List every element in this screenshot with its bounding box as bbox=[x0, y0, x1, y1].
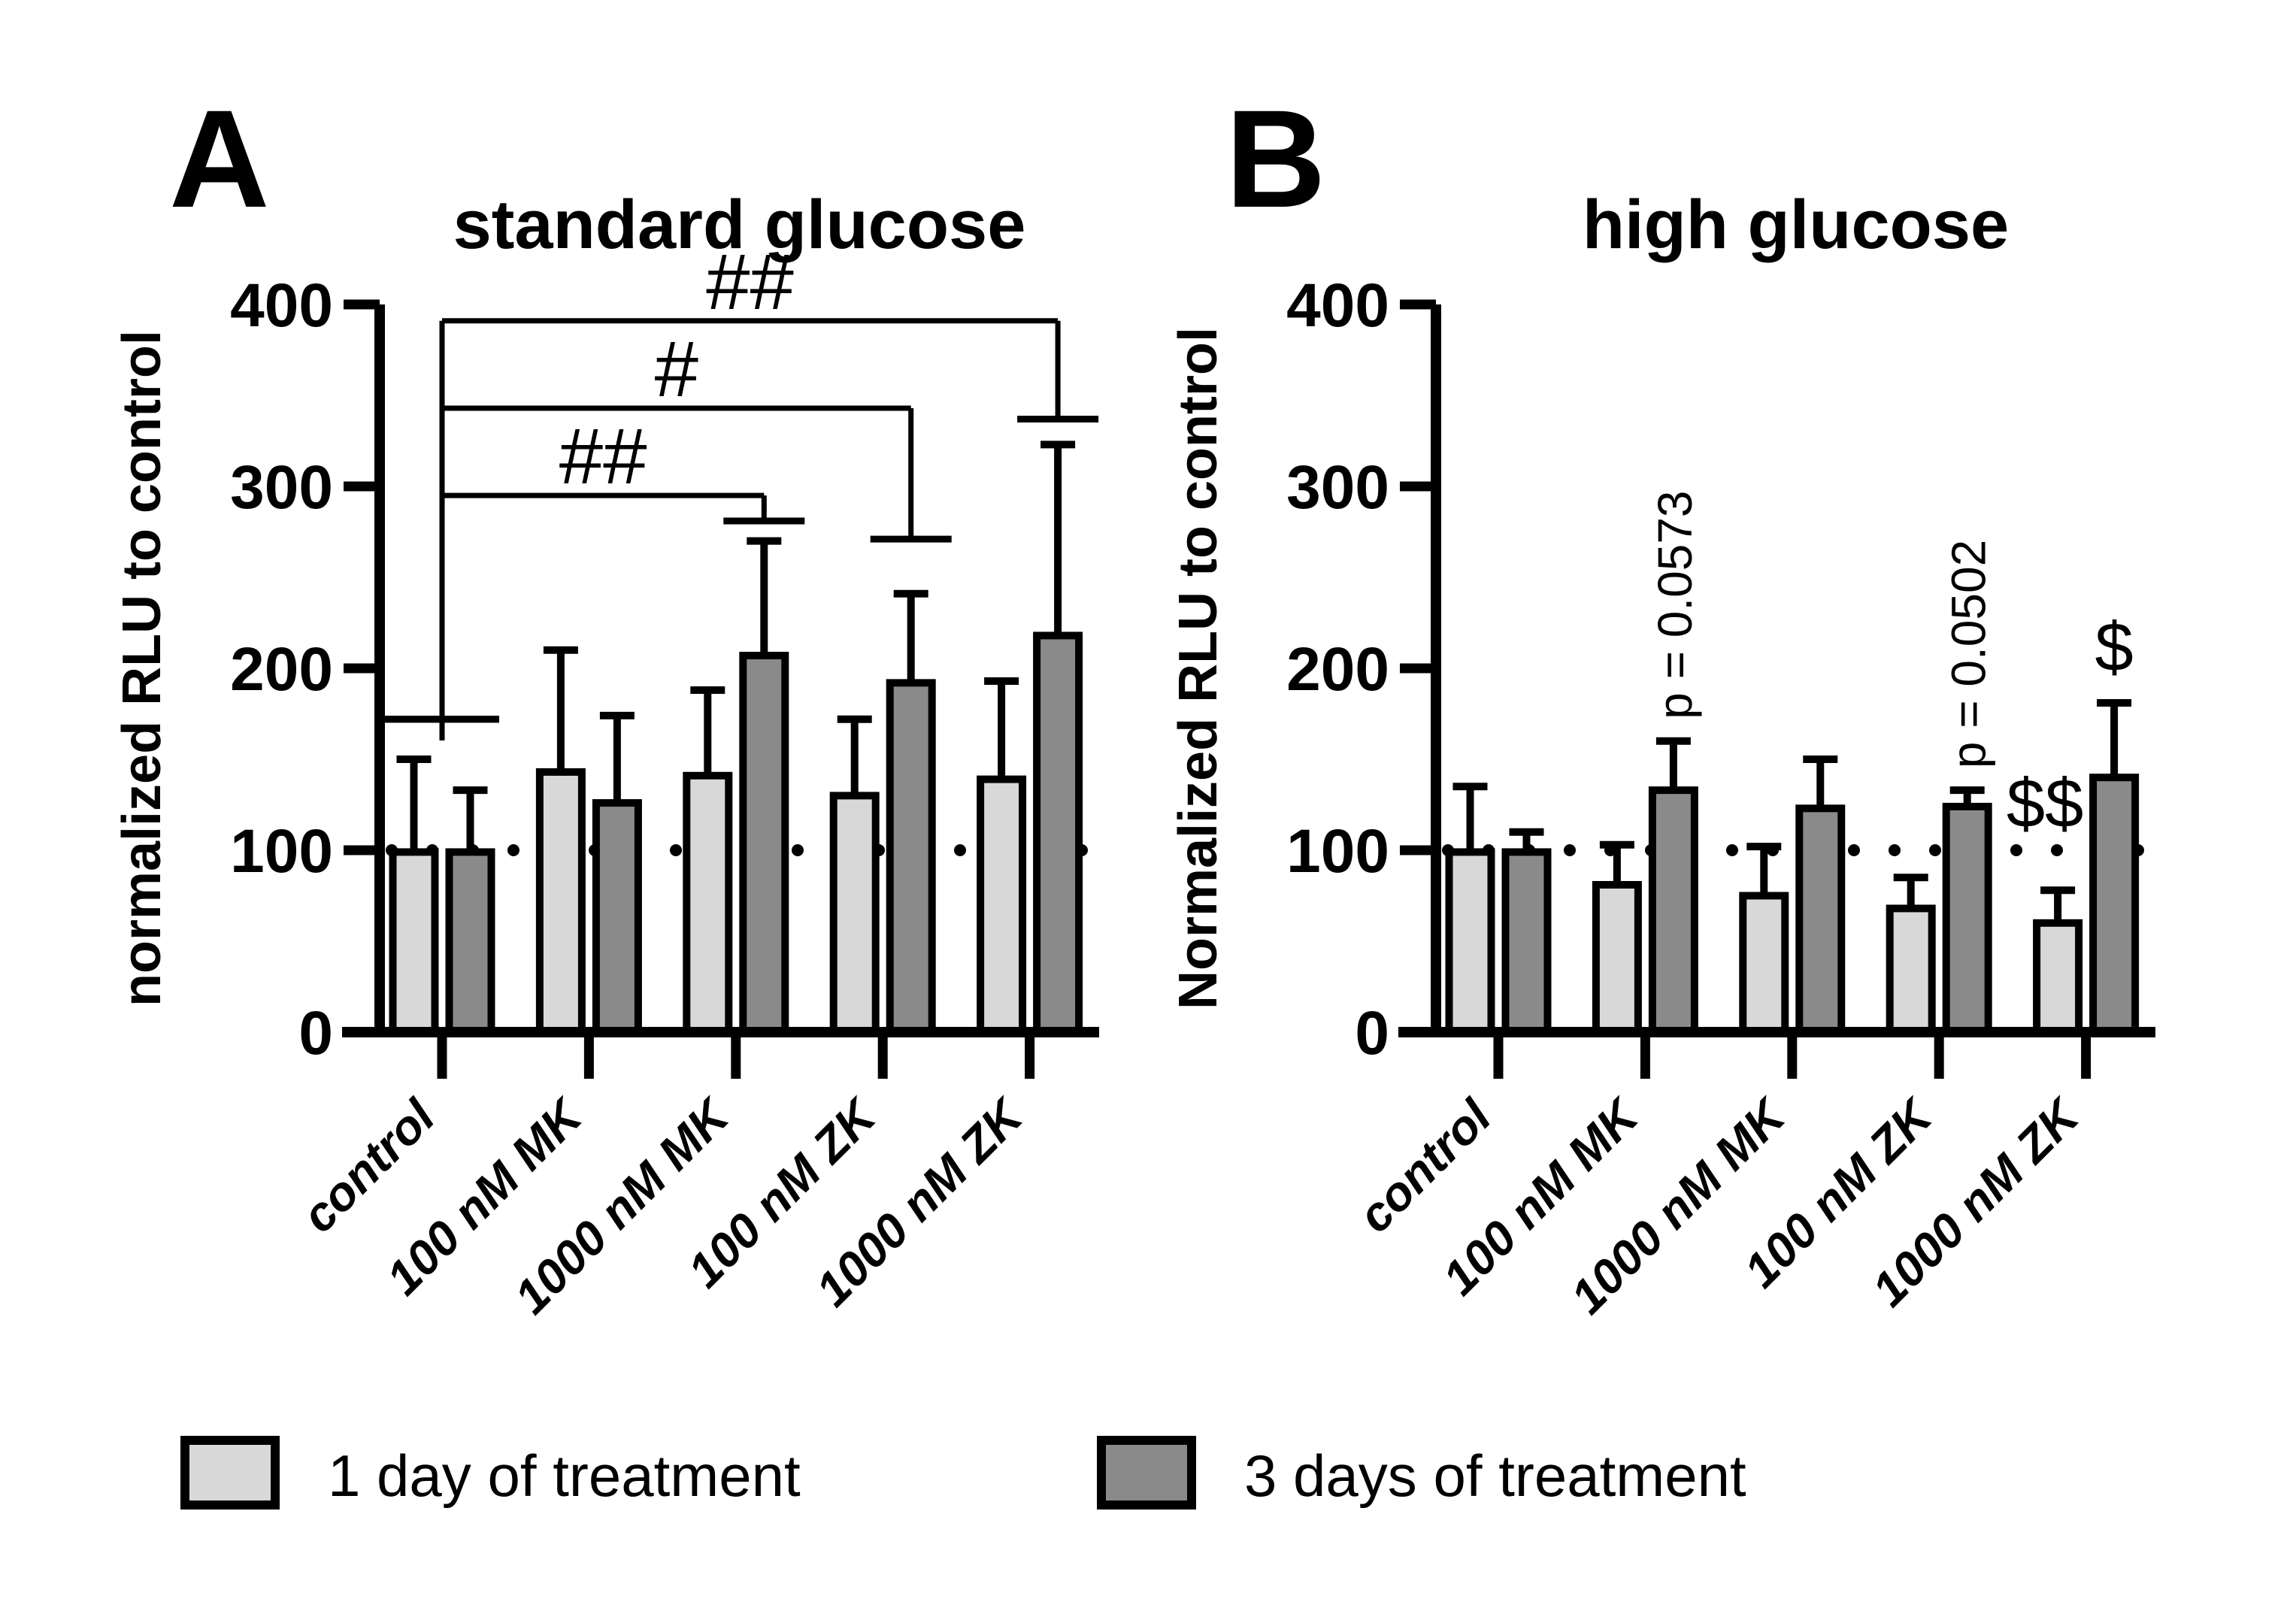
panel-letter: B bbox=[1225, 82, 1326, 237]
bracket-label: # bbox=[655, 326, 698, 413]
bar-day1 bbox=[1739, 892, 1789, 1036]
annotation-p-value: p = 0.0573 bbox=[1648, 490, 1702, 719]
bar-day3 bbox=[2089, 774, 2140, 1036]
panel-letter: A bbox=[169, 82, 270, 237]
annotation-dollar: $$ bbox=[2007, 765, 2083, 842]
y-tick-label: 300 bbox=[1286, 453, 1389, 522]
annotation-p-value: p = 0.0502 bbox=[1942, 540, 1996, 768]
y-tick-label: 300 bbox=[230, 453, 333, 522]
y-tick-label: 200 bbox=[230, 635, 333, 704]
bar-day3 bbox=[1501, 848, 1552, 1037]
y-tick-label: 100 bbox=[1286, 817, 1389, 886]
bar-day1 bbox=[977, 775, 1027, 1036]
annotation-dollar: $ bbox=[2095, 609, 2134, 686]
bar-day3 bbox=[886, 679, 936, 1036]
bracket-label: ## bbox=[559, 413, 647, 501]
legend-swatch bbox=[1097, 1436, 1196, 1510]
y-tick-label: 0 bbox=[1355, 999, 1389, 1067]
y-axis-title: normalized RLU to control bbox=[112, 330, 172, 1007]
legend-label: 3 days of treatment bbox=[1244, 1443, 1746, 1509]
y-axis-title: Normalized RLU to control bbox=[1168, 327, 1228, 1010]
y-tick-label: 100 bbox=[230, 817, 333, 886]
bar-day3 bbox=[1795, 804, 1846, 1036]
y-tick-label: 400 bbox=[1286, 271, 1389, 340]
bar-day3 bbox=[592, 799, 642, 1036]
y-tick-label: 200 bbox=[1286, 635, 1389, 704]
panel-title: high glucose bbox=[1583, 186, 2009, 263]
bar-day1 bbox=[2033, 919, 2083, 1037]
bar-day3 bbox=[739, 652, 789, 1036]
bar-day1 bbox=[1592, 880, 1642, 1036]
bar-day3 bbox=[1033, 631, 1083, 1036]
legend-label: 1 day of treatment bbox=[328, 1443, 801, 1509]
bar-day1 bbox=[535, 768, 586, 1036]
bar-day1 bbox=[389, 848, 439, 1037]
bar-day1 bbox=[1886, 904, 1936, 1036]
bar-day3 bbox=[1648, 786, 1698, 1036]
bar-day1 bbox=[1445, 848, 1495, 1037]
bar-day1 bbox=[829, 792, 880, 1037]
y-tick-label: 400 bbox=[230, 271, 333, 340]
y-tick-label: 0 bbox=[298, 999, 333, 1067]
bar-day1 bbox=[683, 771, 733, 1037]
bar-day3 bbox=[1942, 802, 1992, 1037]
bar-day3 bbox=[445, 848, 495, 1037]
legend-swatch bbox=[180, 1436, 280, 1510]
bracket-label: ## bbox=[706, 238, 794, 326]
panel-title: standard glucose bbox=[453, 186, 1026, 263]
